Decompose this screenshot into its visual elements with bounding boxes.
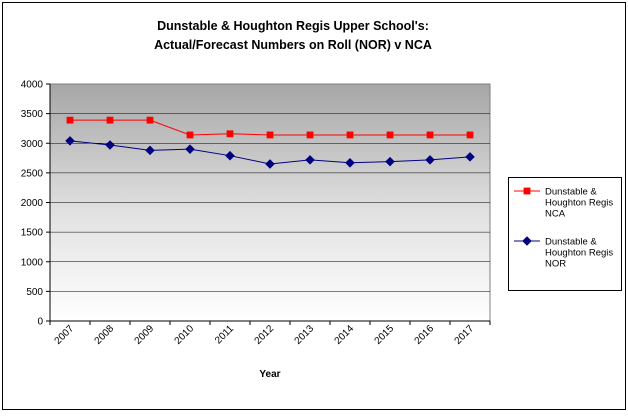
data-point-diamond <box>185 144 195 154</box>
y-tick-label: 1500 <box>21 228 44 239</box>
data-point-square <box>66 116 74 124</box>
data-point-square <box>466 131 474 139</box>
data-point-square <box>106 116 114 124</box>
y-tick-label: 1000 <box>21 257 44 268</box>
data-point-square <box>266 131 274 139</box>
legend-label: NCA <box>545 209 566 220</box>
legend-label: Dunstable & <box>545 237 597 248</box>
y-tick-label: 0 <box>37 317 43 328</box>
y-axis: 0 500 1000 1500 2000 2500 3000 3500 4000 <box>21 80 51 328</box>
data-point-diamond <box>305 155 315 165</box>
y-tick-label: 2000 <box>21 198 44 209</box>
chart-title-line-2: Actual/Forecast Numbers on Roll (NOR) v … <box>154 38 432 52</box>
chart-title-line-1: Dunstable & Houghton Regis Upper School'… <box>157 19 429 33</box>
legend-label: Houghton Regis <box>545 248 613 259</box>
data-point-diamond <box>425 155 435 165</box>
data-point-diamond <box>145 145 155 156</box>
data-point-diamond <box>265 159 275 169</box>
data-point-diamond <box>105 140 115 150</box>
data-point-square <box>186 131 194 139</box>
legend-label: Houghton Regis <box>545 198 613 209</box>
data-point-square <box>146 116 154 124</box>
legend-label: NOR <box>545 259 566 270</box>
series-layer <box>65 116 475 169</box>
y-tick-label: 500 <box>26 287 43 298</box>
legend-label: Dunstable & <box>545 187 597 198</box>
data-point-square <box>386 131 394 139</box>
y-tick-label: 3000 <box>21 139 44 150</box>
data-point-square <box>306 131 314 139</box>
y-tick-label: 3500 <box>21 109 44 120</box>
data-point-diamond <box>225 150 235 161</box>
legend-marker <box>522 236 532 246</box>
data-point-diamond <box>385 156 395 167</box>
gridlines <box>50 113 490 292</box>
data-point-diamond <box>65 136 75 146</box>
x-axis-label: Year <box>259 369 280 380</box>
y-tick-label: 4000 <box>21 80 44 91</box>
data-point-square <box>226 130 234 138</box>
legend-marker <box>523 187 531 195</box>
data-point-diamond <box>465 152 475 162</box>
data-point-square <box>346 131 354 139</box>
legend-box <box>508 177 622 291</box>
data-point-diamond <box>345 158 355 168</box>
data-point-square <box>426 131 434 139</box>
y-tick-label: 2500 <box>21 168 44 179</box>
